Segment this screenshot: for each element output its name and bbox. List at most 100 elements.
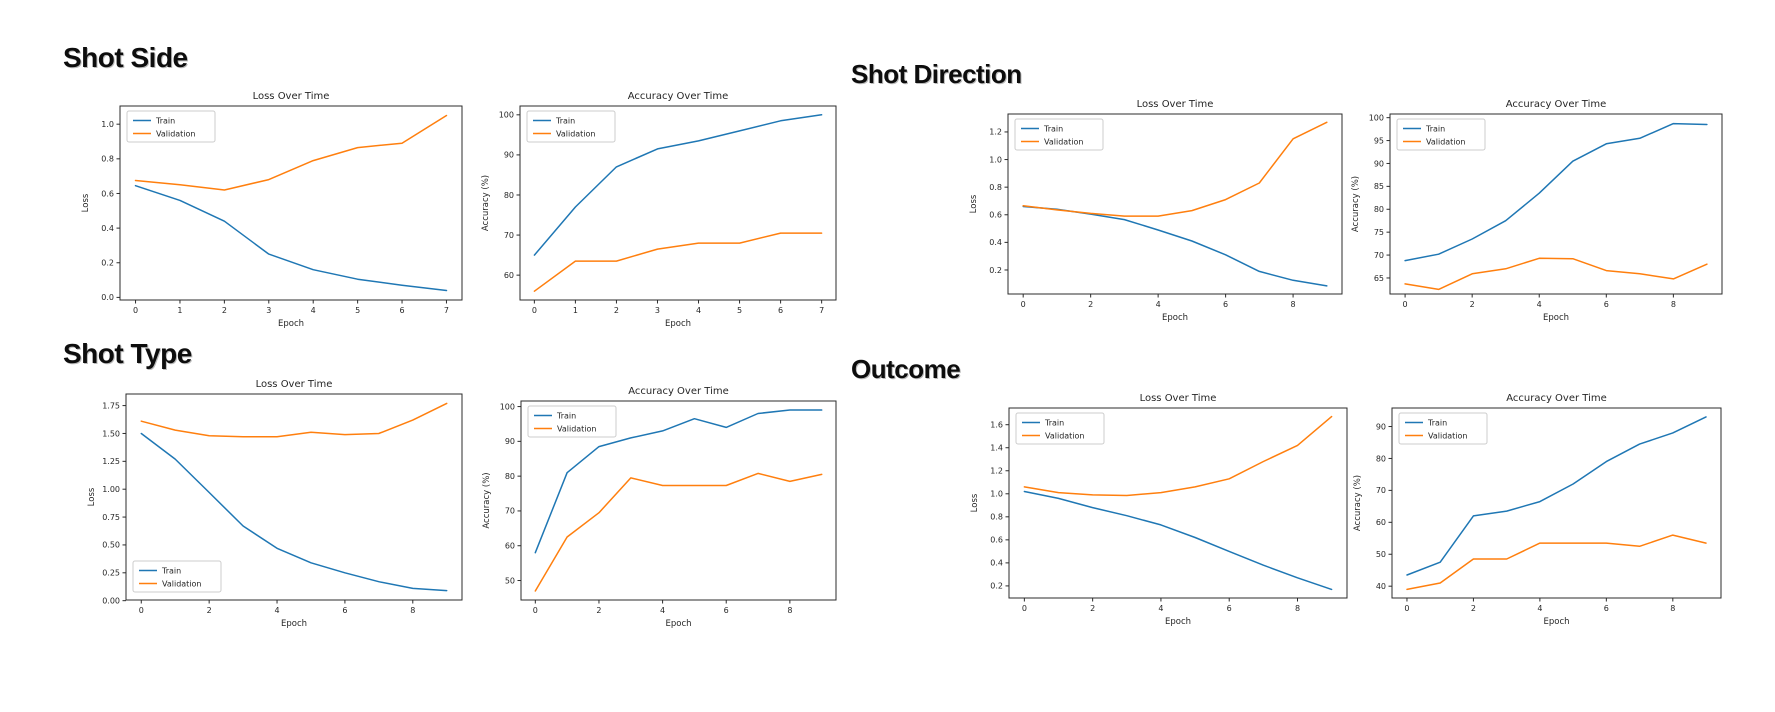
legend-label: Train: [555, 116, 575, 125]
series-validation-line: [134, 114, 448, 191]
y-tick-label: 0.50: [102, 541, 120, 550]
shot-side-accuracy-chart: Accuracy Over Time 60 70 80 90 100 0 1 2 3 4 5 6 7 Epo…: [478, 88, 844, 330]
x-tick-label: 8: [1671, 300, 1676, 309]
legend-label: Validation: [156, 129, 196, 138]
y-tick-label: 1.25: [102, 457, 120, 466]
legend: Train Validation: [1015, 412, 1105, 445]
y-tick-label: 1.2: [989, 128, 1002, 137]
y-tick-label: 50: [1376, 550, 1386, 559]
legend-label: Train: [1044, 418, 1064, 427]
legend-label: Validation: [1045, 431, 1085, 440]
heading-shot-direction: Shot Direction: [851, 59, 1022, 89]
x-tick-label: 2: [1471, 604, 1476, 613]
y-axis-label: Accuracy (%): [1353, 475, 1363, 531]
y-tick-label: 0.8: [101, 155, 114, 164]
x-tick-label: 0: [1021, 300, 1026, 309]
y-tick-label: 40: [1376, 582, 1386, 591]
y-tick-label: 0.6: [101, 189, 114, 198]
chart-title: Loss Over Time: [1137, 99, 1214, 110]
x-tick-label: 6: [342, 606, 347, 615]
x-tick-label: 4: [311, 306, 316, 315]
x-tick-label: 4: [274, 606, 279, 615]
y-tick-label: 0.4: [990, 559, 1003, 568]
chart-title: Accuracy Over Time: [1506, 393, 1607, 404]
y-tick-label: 75: [1374, 228, 1384, 237]
x-axis-label: Epoch: [281, 619, 307, 629]
y-tick-label: 85: [1374, 182, 1384, 191]
chart-title: Loss Over Time: [253, 91, 330, 102]
y-tick-label: 100: [1369, 113, 1384, 122]
legend: Train Validation: [126, 110, 216, 143]
y-tick-label: 1.6: [990, 420, 1003, 429]
y-tick-label: 0.2: [989, 266, 1002, 275]
y-tick-label: 100: [500, 402, 515, 411]
legend-label: Validation: [162, 579, 202, 588]
chart-title: Loss Over Time: [1140, 393, 1217, 404]
series-train-line: [1406, 416, 1707, 576]
y-tick-label: 60: [505, 542, 515, 551]
y-tick-label: 0.8: [990, 513, 1003, 522]
x-tick-label: 2: [207, 606, 212, 615]
legend-label: Train: [1425, 124, 1445, 133]
outcome-accuracy-chart: Accuracy Over Time 40 50 60 70 80 90 0 2 4 6 8 Epoch…: [1350, 390, 1729, 628]
x-tick-label: 8: [1670, 604, 1675, 613]
shot-direction-loss-chart: Loss Over Time 0.2 0.4 0.6 0.8 1.0 1.2 0 2 4 6 8 Epo…: [966, 96, 1350, 324]
y-tick-label: 1.00: [102, 485, 120, 494]
series-validation-line: [1022, 121, 1328, 217]
x-tick-label: 4: [660, 606, 665, 615]
y-tick-label: 90: [505, 437, 515, 446]
legend-label: Validation: [556, 129, 596, 138]
y-tick-label: 60: [504, 271, 514, 280]
y-tick-label: 80: [1376, 454, 1386, 463]
x-tick-label: 6: [724, 606, 729, 615]
y-tick-label: 1.50: [102, 429, 120, 438]
x-axis-label: Epoch: [1162, 313, 1188, 323]
legend-label: Train: [161, 566, 181, 575]
shot-type-loss-svg: Loss Over Time 0.00 0.25 0.50 0.75 1.00 1.25 1.…: [87, 379, 463, 629]
x-axis-label: Epoch: [1543, 617, 1569, 627]
x-tick-label: 0: [139, 606, 144, 615]
y-tick-label: 0.00: [102, 596, 120, 605]
y-axis-label: Accuracy (%): [482, 472, 492, 528]
series-validation-line: [1406, 534, 1707, 591]
shot-direction-loss-svg: Loss Over Time 0.2 0.4 0.6 0.8 1.0 1.2 0 2 4 6 8 Epo…: [969, 99, 1343, 323]
y-tick-label: 100: [499, 111, 514, 120]
y-tick-label: 0.6: [989, 211, 1002, 220]
shot-direction-accuracy-svg: Accuracy Over Time 65 70 75 80 85 90 95 100 0 2 4 6 8…: [1351, 99, 1723, 323]
x-tick-label: 6: [1604, 300, 1609, 309]
x-tick-label: 0: [1403, 300, 1408, 309]
x-tick-label: 6: [1604, 604, 1609, 613]
legend-label: Validation: [1426, 137, 1466, 146]
outcome-loss-svg: Loss Over Time 0.2 0.4 0.6 0.8 1.0 1.2 1.4 1.6 0 2…: [970, 393, 1348, 627]
y-tick-label: 70: [505, 507, 515, 516]
y-tick-label: 0.25: [102, 569, 120, 578]
x-tick-label: 1: [573, 306, 578, 315]
x-tick-label: 6: [778, 306, 783, 315]
y-tick-label: 1.0: [101, 120, 114, 129]
x-tick-label: 2: [1088, 300, 1093, 309]
y-tick-label: 90: [1376, 422, 1386, 431]
shot-type-accuracy-svg: Accuracy Over Time 50 60 70 80 90 100 0 2 4 6 8 Epoc…: [482, 386, 837, 629]
shot-type-loss-chart: Loss Over Time 0.00 0.25 0.50 0.75 1.00 1.25 1.…: [84, 376, 470, 630]
x-tick-label: 2: [1090, 604, 1095, 613]
legend: Train Validation: [1398, 412, 1488, 445]
y-tick-label: 65: [1374, 274, 1384, 283]
x-tick-label: 0: [533, 606, 538, 615]
outcome-accuracy-svg: Accuracy Over Time 40 50 60 70 80 90 0 2 4 6 8 Epoch…: [1353, 393, 1722, 627]
y-axis-label: Accuracy (%): [481, 175, 491, 231]
x-tick-label: 2: [222, 306, 227, 315]
y-tick-label: 1.4: [990, 444, 1003, 453]
y-tick-label: 70: [504, 231, 514, 240]
series-validation-line: [533, 232, 823, 292]
y-tick-label: 60: [1376, 518, 1386, 527]
x-tick-label: 7: [444, 306, 449, 315]
y-tick-label: 80: [1374, 205, 1384, 214]
legend-label: Train: [556, 411, 576, 420]
y-tick-label: 90: [1374, 159, 1384, 168]
y-tick-label: 1.2: [990, 467, 1003, 476]
shot-side-loss-chart: Loss Over Time 0.0 0.2 0.4 0.6 0.8 1.0 0 1 2 3 4 5 6 7…: [78, 88, 470, 330]
y-tick-label: 0.0: [101, 293, 114, 302]
x-tick-label: 4: [1158, 604, 1163, 613]
legend-label: Train: [1427, 418, 1447, 427]
heading-shot-side: Shot Side: [63, 42, 188, 73]
